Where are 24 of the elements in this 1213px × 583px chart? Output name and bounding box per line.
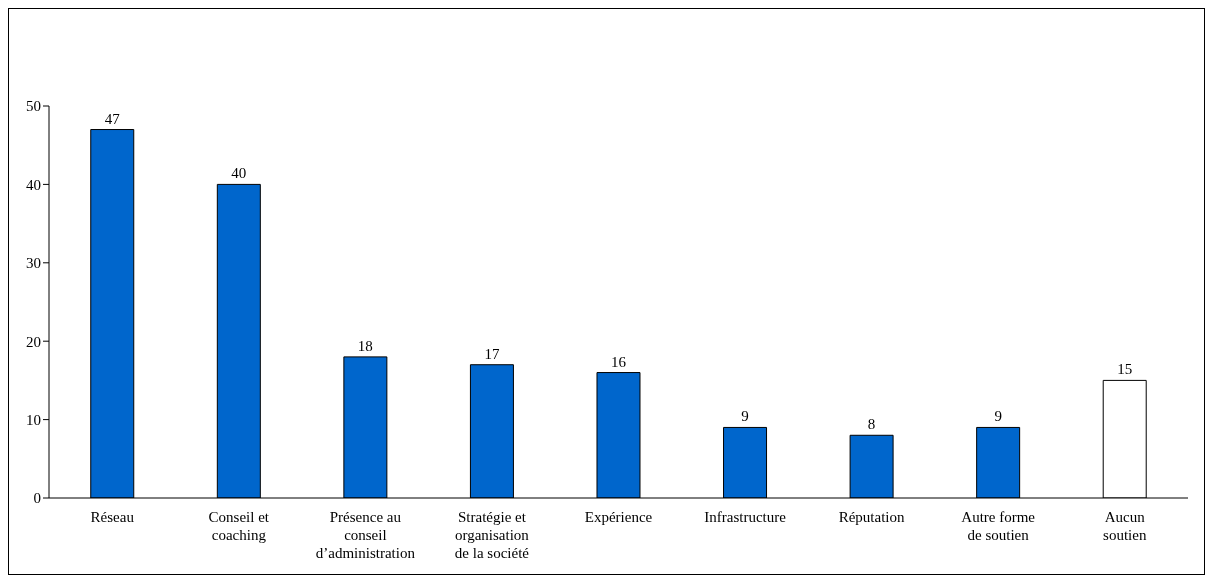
data-label: 47 (104, 110, 121, 127)
x-tick-label: Présence au conseil d’administration (315, 509, 416, 561)
x-tick-label: Expérience (584, 509, 653, 525)
y-tick-label: 30 (26, 255, 41, 272)
x-tick-label: Réputation (838, 509, 906, 525)
data-label: 40 (231, 165, 247, 182)
y-tick-label: 20 (26, 333, 41, 350)
data-label: 18 (357, 337, 373, 354)
data-label: 15 (1117, 361, 1133, 378)
data-label: 16 (610, 353, 627, 370)
x-tick-label: Stratégie et organisation de la société (454, 509, 530, 561)
data-label: 8 (867, 416, 876, 433)
x-tick-label: Réseau (90, 509, 135, 525)
y-tick-label: 10 (26, 411, 41, 428)
y-tick-label: 0 (33, 490, 41, 507)
y-tick-label: 40 (26, 176, 41, 193)
y-tick-label: 50 (26, 98, 41, 115)
x-tick-label: Infrastructure (704, 509, 787, 525)
data-label: 9 (741, 408, 749, 425)
x-tick-label: Conseil et coaching (208, 509, 270, 543)
data-label: 17 (484, 345, 500, 362)
data-label: 9 (994, 408, 1002, 425)
x-tick-label: Autre forme de soutien (961, 509, 1036, 543)
x-tick-label: Aucun soutien (1103, 509, 1147, 543)
